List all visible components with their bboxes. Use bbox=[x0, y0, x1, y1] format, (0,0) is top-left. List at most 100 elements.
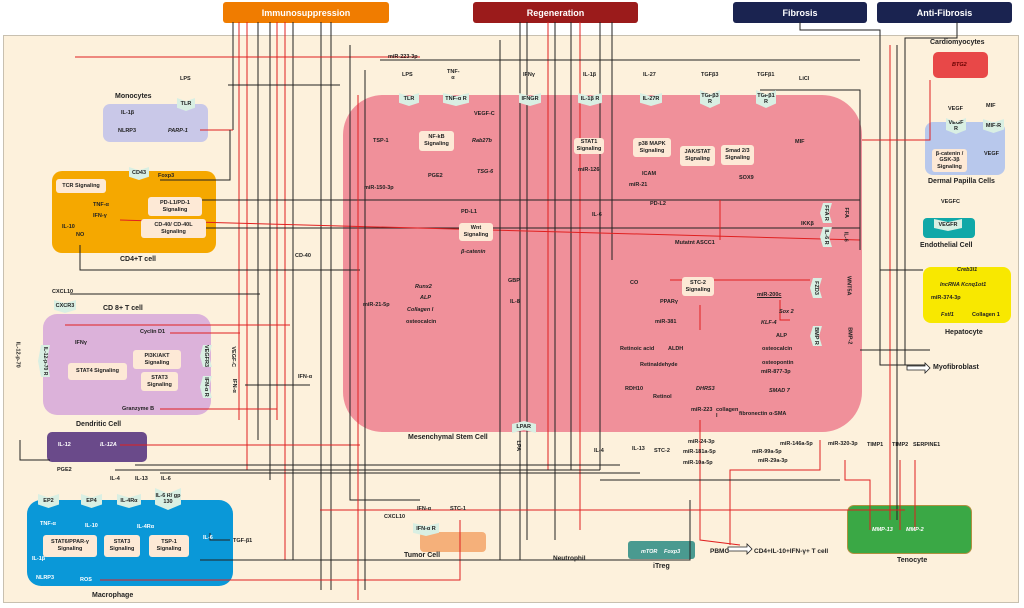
cd40-label: CD-40 bbox=[295, 253, 311, 259]
retinoic-acid-label: Retinoic acid bbox=[620, 346, 655, 352]
tgfb1-label: TGFβ1 bbox=[757, 72, 775, 78]
mir200c-label: miR-200c bbox=[757, 292, 782, 298]
il4ra-mac-label: IL-4Rα bbox=[137, 524, 155, 530]
out-stc2-label: STC-2 bbox=[654, 448, 670, 454]
jak-stat-signaling-box: JAK/STAT Signaling bbox=[680, 146, 715, 166]
activating-connector bbox=[200, 500, 691, 561]
beta-catenin-label: β-catenin bbox=[461, 249, 486, 255]
ifng-label: IFN-γ bbox=[93, 213, 107, 219]
il8-label: IL-8 bbox=[510, 299, 520, 305]
tgfb3r-receptor: TGFβ3 R bbox=[700, 90, 720, 108]
il1br-receptor: IL-1β R bbox=[578, 93, 602, 106]
mir99-label: miR-99a-5p bbox=[752, 449, 782, 455]
collagen-label: collagen I bbox=[716, 407, 739, 419]
bmp2-label: BMP-2 bbox=[846, 327, 853, 345]
gbp-label: GBP bbox=[508, 278, 520, 284]
msc-tnfa-label: TNF-α bbox=[447, 69, 460, 81]
il13-label: IL-13 bbox=[135, 476, 148, 482]
mir29-label: miR-29a-3p bbox=[758, 458, 788, 464]
out-il13-label: IL-13 bbox=[632, 446, 645, 452]
osteopontin-label: osteopontin bbox=[762, 360, 794, 366]
licl-label: LiCl bbox=[799, 76, 810, 82]
mir381-label: miR-381 bbox=[655, 319, 677, 325]
dhrs3-label: DHRS3 bbox=[696, 386, 715, 392]
ifna-label: IFN-α bbox=[230, 378, 237, 393]
dendritic-label: Dendritic Cell bbox=[76, 421, 122, 428]
mir24-label: miR-24-3p bbox=[688, 439, 715, 445]
regeneration-banner: Regeneration bbox=[473, 2, 638, 23]
tumor-label: Tumor Cell bbox=[404, 552, 441, 559]
vegfc-label: VEGF-C bbox=[230, 346, 237, 368]
il27r-receptor: IL-27R bbox=[640, 93, 662, 106]
pge2-label: PGE2 bbox=[57, 467, 72, 473]
tnfa-label: TNF-α bbox=[93, 202, 109, 208]
il4ra-receptor: IL-4Rα bbox=[117, 494, 141, 508]
ros-label: ROS bbox=[80, 577, 92, 583]
activating-connector bbox=[904, 22, 958, 365]
tcr-signaling-box: TCR Signaling bbox=[56, 179, 106, 193]
nlrp3-mac-label: NLRP3 bbox=[36, 575, 55, 581]
mmp2-label: MMP-2 bbox=[906, 527, 924, 533]
co-label: CO bbox=[630, 280, 639, 286]
tgfb3-label: TGFβ3 bbox=[701, 72, 719, 78]
cxcl10-label: CXCL10 bbox=[52, 289, 74, 295]
il4-label: IL-4 bbox=[110, 476, 120, 482]
msc-ifng-label: IFNγ bbox=[523, 72, 535, 78]
tgfb1-label: TGF-β1 bbox=[233, 538, 253, 544]
rab27b-label: Rab27b bbox=[472, 138, 492, 144]
no-label: NO bbox=[76, 232, 85, 238]
inhibitory-connector bbox=[779, 300, 790, 321]
mir877-label: miR-877-3p bbox=[761, 369, 791, 375]
creb3l1-label: Creb3l1 bbox=[957, 267, 978, 273]
rdh10-label: RDH10 bbox=[625, 386, 644, 392]
stat4-signaling-box: STAT4 Signaling bbox=[68, 363, 127, 380]
pdl2-label: PD-L2 bbox=[650, 201, 666, 207]
timp1-label: TIMP1 bbox=[867, 442, 884, 448]
inhibitory-connector bbox=[699, 420, 741, 546]
tumor-cxcl10-label: CXCL10 bbox=[384, 514, 406, 520]
msc-tsp1-label: TSP-1 bbox=[373, 138, 389, 144]
aldh-label: ALDH bbox=[668, 346, 684, 352]
ep2-receptor: EP2 bbox=[38, 494, 59, 508]
mtor-label: mTOR bbox=[641, 549, 658, 555]
tumor-ifna-label: IFN-α bbox=[417, 506, 432, 512]
nlrp3-label: NLRP3 bbox=[118, 128, 137, 134]
activating-connector bbox=[760, 89, 861, 250]
msc-vegfc-label: VEGF-C bbox=[474, 111, 495, 117]
cardiomyocytes-label: Cardiomyocytes bbox=[930, 39, 985, 46]
ffa-label: FFA bbox=[842, 207, 849, 218]
stat3-mac-signaling-box: STAT3 Signaling bbox=[104, 535, 140, 557]
msc-il6-2-label: IL-6 bbox=[842, 231, 849, 242]
mir21-label: miR-21 bbox=[629, 182, 648, 188]
cd8-label: CD 8+ T cell bbox=[103, 305, 143, 312]
cd40-signaling-box: CD-40/ CD-40L Signaling bbox=[141, 219, 206, 238]
mir150-label: miR-150-3p bbox=[364, 185, 394, 191]
cd43-receptor: CD43 bbox=[129, 167, 149, 180]
cardiomyocytes-cell bbox=[933, 52, 988, 78]
activating-connector bbox=[799, 22, 925, 366]
alp-label: ALP bbox=[420, 295, 431, 301]
vegfr-receptor: VEGF R bbox=[946, 118, 966, 134]
ikkb-label: IKKβ bbox=[801, 221, 814, 227]
foxp3-label: Foxp3 bbox=[158, 173, 175, 179]
msc-il1b-label: IL-1β bbox=[583, 72, 597, 78]
ep4-receptor: EP4 bbox=[81, 494, 102, 508]
pi3k-signaling-box: PI3K/AKT Signaling bbox=[133, 350, 181, 369]
msc-label: Mesenchymal Stem Cell bbox=[408, 434, 488, 441]
tumor-ifnar-receptor: IFN-α R bbox=[413, 523, 439, 536]
tnfa-mac-label: TNF-α bbox=[40, 521, 56, 527]
runx2-label: Runx2 bbox=[415, 284, 432, 290]
ascc1-label: Mutatnt ASCC1 bbox=[675, 240, 715, 246]
collagen1-label: Collagen 1 bbox=[972, 312, 1000, 318]
ifngr-receptor: IFNGR bbox=[519, 93, 541, 106]
cxcr3-receptor: CXCR3 bbox=[54, 300, 76, 313]
osteocalcin-label: osteocalcin bbox=[406, 319, 437, 325]
dendritic-cell bbox=[47, 432, 147, 462]
retinaldehyde-label: Retinaldehyde bbox=[640, 362, 678, 368]
ifna-label-2: IFN-α bbox=[298, 374, 313, 380]
fibronectin-label: fibronectin α-SMA bbox=[739, 411, 787, 417]
fstl1-label: Fstl1 bbox=[941, 312, 954, 318]
timp2-label: TIMP2 bbox=[892, 442, 909, 448]
mmp13-label: MMP-13 bbox=[872, 527, 893, 533]
